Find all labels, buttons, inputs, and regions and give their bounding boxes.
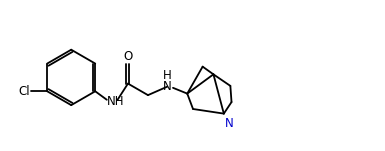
Text: NH: NH [107,95,125,108]
Text: H: H [163,69,172,82]
Text: N: N [225,117,234,130]
Text: Cl: Cl [18,85,30,98]
Text: N: N [163,80,172,93]
Text: O: O [123,50,132,63]
